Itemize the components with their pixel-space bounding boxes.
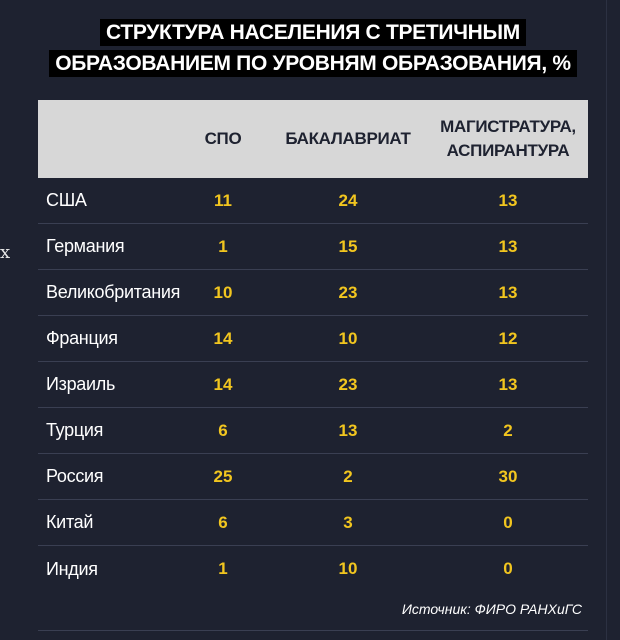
column-header-bachelor: БАКАЛАВРИАТ: [268, 127, 428, 151]
table-row-russia: Россия 25 2 30: [38, 454, 588, 500]
value-spo: 10: [213, 282, 233, 302]
value-master: 13: [498, 374, 518, 394]
value-spo: 14: [213, 374, 233, 394]
edge-glyph: х: [0, 242, 11, 263]
value-bachelor: 10: [338, 559, 358, 578]
table-row-israel: Израиль 14 23 13: [38, 362, 588, 408]
title-line-1: СТРУКТУРА НАСЕЛЕНИЯ С ТРЕТИЧНЫМ: [99, 19, 526, 46]
row-country-label: США: [46, 190, 87, 210]
value-master: 12: [498, 328, 518, 348]
value-spo: 1: [218, 236, 228, 256]
row-country-label: Израиль: [46, 374, 116, 394]
value-master: 13: [498, 282, 518, 302]
table-row-germany: Германия 1 15 13: [38, 224, 588, 270]
row-country-label: Турция: [46, 420, 104, 440]
value-spo: 11: [214, 190, 232, 210]
data-table: СПО БАКАЛАВРИАТ МАГИСТРАТУРА, АСПИРАНТУР…: [38, 100, 588, 592]
column-header-spo: СПО: [178, 127, 268, 151]
value-spo: 6: [218, 420, 228, 440]
value-spo: 6: [218, 512, 228, 532]
value-master: 0: [503, 512, 513, 532]
row-country-label: Великобритания: [46, 282, 181, 302]
value-bachelor: 24: [338, 190, 358, 210]
value-master: 30: [498, 466, 518, 486]
row-country-label: Китай: [46, 512, 94, 532]
value-bachelor: 2: [343, 466, 353, 486]
value-bachelor: 23: [338, 374, 358, 394]
chart-title: СТРУКТУРА НАСЕЛЕНИЯ С ТРЕТИЧНЫМ ОБРАЗОВА…: [40, 14, 586, 82]
row-country-label: Франция: [46, 328, 118, 348]
row-country-label: Россия: [46, 466, 104, 486]
value-master: 13: [498, 236, 518, 256]
column-header-master-line-2: АСПИРАНТУРА: [446, 141, 570, 160]
column-header-master: МАГИСТРАТУРА, АСПИРАНТУРА: [428, 115, 588, 163]
value-bachelor: 15: [338, 236, 358, 256]
table-row-india: Индия 1 10 0: [38, 546, 588, 592]
bottom-divider: [38, 630, 588, 631]
row-country-label: Индия: [46, 558, 98, 579]
table-header-row: СПО БАКАЛАВРИАТ МАГИСТРАТУРА, АСПИРАНТУР…: [38, 100, 588, 178]
column-header-bachelor-line-1: БАКАЛАВРИАТ: [285, 129, 411, 148]
column-header-spo-line-1: СПО: [204, 129, 242, 148]
source-note: Источник: ФИРО РАНХиГС: [401, 601, 582, 617]
value-bachelor: 3: [343, 512, 353, 532]
table-row-turkey: Турция 6 13 2: [38, 408, 588, 454]
row-country-label: Германия: [46, 236, 125, 256]
value-master: 13: [498, 190, 518, 210]
table-row-france: Франция 14 10 12: [38, 316, 588, 362]
title-line-2: ОБРАЗОВАНИЕМ ПО УРОВНЯМ ОБРАЗОВАНИЯ, %: [49, 50, 577, 77]
value-spo: 14: [213, 328, 233, 348]
table-row-usa: США 11 24 13: [38, 178, 588, 224]
table-row-china: Китай 6 3 0: [38, 500, 588, 546]
value-master: 0: [503, 559, 513, 578]
column-header-master-line-1: МАГИСТРАТУРА,: [440, 117, 576, 136]
value-bachelor: 13: [338, 420, 358, 440]
edge-divider: [606, 0, 607, 640]
value-bachelor: 10: [338, 328, 358, 348]
value-master: 2: [503, 420, 513, 440]
value-bachelor: 23: [338, 282, 358, 302]
table-row-uk: Великобритания 10 23 13: [38, 270, 588, 316]
value-spo: 25: [213, 466, 233, 486]
value-spo: 1: [218, 559, 228, 578]
